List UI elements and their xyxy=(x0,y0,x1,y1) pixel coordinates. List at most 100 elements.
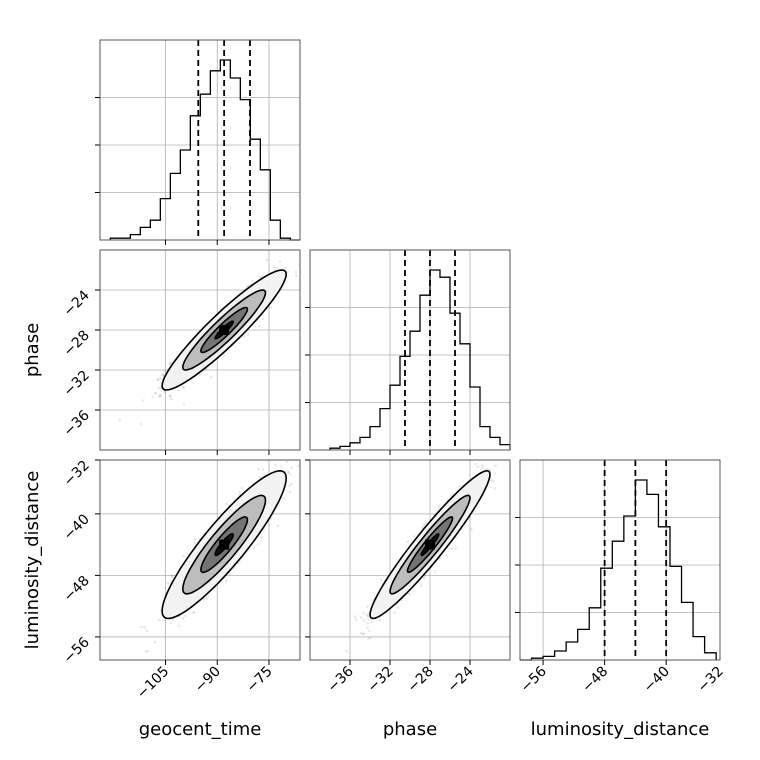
scatter-point xyxy=(365,613,369,617)
scatter-point xyxy=(290,466,294,470)
scatter-point xyxy=(260,535,264,539)
scatter-point xyxy=(246,331,250,334)
scatter-point xyxy=(481,466,485,469)
scatter-point xyxy=(345,649,348,653)
scatter-point xyxy=(297,464,300,468)
scatter-point xyxy=(379,578,383,581)
scatter-point xyxy=(367,637,370,641)
scatter-point xyxy=(162,618,166,622)
scatter-point xyxy=(162,374,165,377)
scatter-point xyxy=(139,422,143,426)
scatter-point xyxy=(422,523,426,526)
hist-frame-luminosity_distance xyxy=(519,459,721,661)
scatter-point xyxy=(438,503,441,507)
scatter-point xyxy=(247,284,250,288)
scatter-point xyxy=(493,487,497,490)
hist-step-luminosity_distance xyxy=(520,479,717,661)
scatter-point xyxy=(362,611,365,615)
scatter-point xyxy=(250,279,254,283)
scatter-point xyxy=(287,470,291,474)
scatter-point xyxy=(422,577,426,580)
hist-frame-geocent_time xyxy=(99,39,301,241)
scatter-point xyxy=(493,472,497,475)
scatter-point xyxy=(225,502,228,505)
scatter-point xyxy=(142,399,145,402)
density-peak xyxy=(219,539,230,550)
xtick-label-luminosity_distance-2: −40 xyxy=(641,664,673,696)
joint-frame-phase-luminosity_distance xyxy=(309,459,511,661)
scatter-point xyxy=(256,542,260,546)
scatter-point xyxy=(408,592,411,596)
ytick-label-luminosity_distance-0: −56 xyxy=(61,634,93,666)
scatter-point xyxy=(317,414,320,417)
scatter-point xyxy=(157,618,161,622)
scatter-point xyxy=(182,554,185,558)
scatter-point xyxy=(353,615,357,618)
scatter-point xyxy=(145,629,148,633)
scatter-point xyxy=(206,594,210,598)
scatter-point xyxy=(359,631,363,635)
ytick-label-phase-2: −28 xyxy=(61,328,93,360)
scatter-point xyxy=(265,258,269,262)
scatter-point xyxy=(181,617,185,620)
scatter-point xyxy=(170,397,173,401)
scatter-point xyxy=(406,540,410,544)
scatter-point xyxy=(144,650,148,653)
hist-frame-phase xyxy=(309,249,511,451)
scatter-point xyxy=(301,247,304,250)
scatter-point xyxy=(276,524,280,528)
xtick-label-phase-2: −28 xyxy=(405,664,437,696)
joint-frame-geocent_time-luminosity_distance xyxy=(99,459,301,661)
scatter-point xyxy=(182,386,185,390)
joint-inner xyxy=(139,414,320,653)
scatter-point xyxy=(294,270,298,274)
scatter-point xyxy=(177,389,180,392)
scatter-point xyxy=(156,378,159,381)
scatter-point xyxy=(423,574,427,578)
scatter-point xyxy=(169,361,173,365)
joint-frame-geocent_time-phase xyxy=(99,249,301,451)
scatter-point xyxy=(474,462,477,466)
joint-inner xyxy=(345,451,508,653)
panels: −105 −90 −75 −36 −32 −28 −24 −56 −48 −40 −32−36−32… xyxy=(61,39,727,702)
scatter-point xyxy=(258,275,261,279)
scatter-point xyxy=(166,582,170,585)
scatter-point xyxy=(505,451,508,454)
scatter-point xyxy=(421,526,424,529)
scatter-point xyxy=(367,629,371,633)
scatter-point xyxy=(209,376,213,379)
scatter-point xyxy=(146,650,149,653)
density-peak xyxy=(425,539,435,550)
scatter-point xyxy=(240,486,244,490)
scatter-point xyxy=(169,622,173,625)
scatter-point xyxy=(286,270,289,274)
scatter-point xyxy=(367,618,370,621)
scatter-point xyxy=(223,353,226,357)
scatter-point xyxy=(490,478,493,482)
scatter-point xyxy=(438,506,441,510)
scatter-point xyxy=(288,484,292,488)
scatter-point xyxy=(366,605,369,609)
scatter-point xyxy=(359,616,363,619)
scatter-point xyxy=(396,606,400,609)
scatter-point xyxy=(494,464,497,468)
scatter-point xyxy=(252,546,255,549)
scatter-point xyxy=(163,369,167,373)
scatter-point xyxy=(286,471,290,474)
scatter-point xyxy=(361,632,365,636)
scatter-point xyxy=(366,615,369,618)
joint-panel-geocent_time-luminosity_distance xyxy=(100,414,320,660)
scatter-point xyxy=(275,266,279,270)
scatter-point xyxy=(184,614,187,618)
xtick-label-geocent_time-2: −75 xyxy=(244,664,276,696)
scatter-point xyxy=(269,306,273,309)
scatter-point xyxy=(450,492,454,496)
scatter-point xyxy=(492,480,495,483)
scatter-point xyxy=(366,626,369,629)
scatter-point xyxy=(159,394,162,398)
scatter-point xyxy=(450,547,454,551)
scatter-point xyxy=(182,385,185,389)
scatter-point xyxy=(258,476,261,479)
scatter-point xyxy=(371,598,375,602)
scatter-point xyxy=(170,574,174,577)
